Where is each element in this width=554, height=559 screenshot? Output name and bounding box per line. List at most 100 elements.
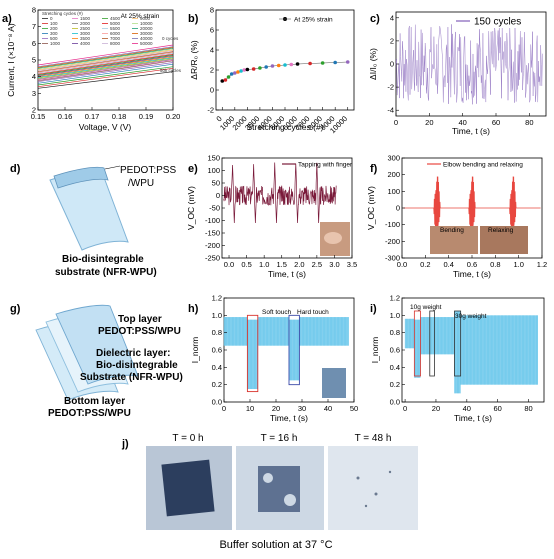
panel-a-y-tick-label: 7 <box>32 22 36 31</box>
panel-d: d) PEDOT:PSS /WPU Bio-disintegrable subs… <box>10 163 176 278</box>
panel-a-y-tick-label: 5 <box>32 56 36 65</box>
panel-e-x-tick-label: 2.5 <box>312 260 322 269</box>
panel-e-ylabel: V_OC (mV) <box>186 186 196 230</box>
panel-a-legend-item: 5500 <box>110 26 121 31</box>
finger-photo <box>324 232 342 244</box>
panel-e-series-line <box>223 162 337 224</box>
panel-c-y-tick-label: 0 <box>390 60 394 69</box>
panel-a-legend-item: 5000 <box>110 21 121 26</box>
photo-t48 <box>328 446 418 530</box>
panel-a-legend-item: 6000 <box>110 31 121 36</box>
panel-h-label: h) <box>188 303 199 315</box>
top-layer <box>55 304 139 385</box>
layer3-b: PEDOT:PSS/WPU <box>48 408 131 419</box>
panel-f-inset-bending <box>430 226 478 254</box>
panel-a-series-line <box>37 67 174 88</box>
panel-a-legend-item: 200 <box>50 26 58 31</box>
panel-a-series-line <box>37 66 174 86</box>
panel-h-y-tick-label: 0.2 <box>212 380 222 389</box>
panel-a-series-line <box>37 51 174 73</box>
panel-b-point <box>345 60 350 64</box>
panel-c-x-tick-label: 20 <box>425 118 433 127</box>
signal-band <box>460 315 538 385</box>
panel-c-xlabel: Time, t (s) <box>452 126 490 136</box>
panel-f-yticks: -300 -200 -100 0 100 200 300 <box>385 154 405 263</box>
panel-f-x-tick-label: 0.0 <box>397 260 407 269</box>
panel-b: b) At 25% strain 01000200030004000500060… <box>188 6 355 135</box>
panel-f-label: f) <box>370 163 378 175</box>
panel-h-y-tick-label: 0.6 <box>212 346 222 355</box>
panel-j-label: j) <box>121 438 129 450</box>
residue-4 <box>364 504 368 508</box>
panel-b-point <box>276 63 281 68</box>
layer2-b: Bio-disintegrable <box>96 360 178 371</box>
panel-e-label: e) <box>188 163 198 175</box>
panel-b-y-tick-label: 6 <box>210 26 214 35</box>
panel-a-x-tick-label: 0.15 <box>31 112 46 121</box>
film-t0 <box>161 459 215 517</box>
electrode-film <box>53 166 109 189</box>
panel-e-y-tick-label: -50 <box>209 204 220 213</box>
panel-a-legend-item: 100 <box>50 21 58 26</box>
panel-f-series-line <box>403 176 541 240</box>
panel-e-y-tick-label: 100 <box>207 166 220 175</box>
panel-j-t16: T = 16 h <box>261 433 298 444</box>
panel-a-legend-title: Stretching cycles (#) <box>42 11 83 16</box>
panel-a-series-line <box>37 46 174 68</box>
panel-a-series-line <box>37 59 174 81</box>
panel-f-legend: Elbow bending and relaxing <box>443 162 523 169</box>
panel-a-series-line <box>37 53 174 75</box>
panel-h-x-tick-label: 40 <box>324 404 332 413</box>
panel-a-series-line <box>37 60 174 82</box>
panel-a-series-line <box>37 56 174 78</box>
panel-h-x-tick-label: 10 <box>246 404 254 413</box>
panel-d-label: d) <box>10 163 21 175</box>
panel-f-y-tick-label: 100 <box>387 187 400 196</box>
panel-e-y-tick-label: -250 <box>205 254 220 263</box>
panel-a-legend-item: 8000 <box>110 41 121 46</box>
signal-band <box>414 319 421 378</box>
panel-h-yticks: 0.0 0.2 0.4 0.6 0.8 1.0 1.2 <box>212 294 227 407</box>
panel-i-y-tick-label: 0.8 <box>390 328 400 337</box>
panel-c-legend-bg <box>452 14 522 28</box>
panel-b-point <box>233 71 237 75</box>
panel-e-x-tick-label: 0.5 <box>241 260 251 269</box>
panel-h-ylabel: I_norm <box>190 337 200 363</box>
panel-b-point <box>270 64 275 68</box>
panel-b-y-tick-label: 2 <box>210 66 214 75</box>
panel-d-bottom-label-2: substrate (NFR-WPU) <box>55 267 157 278</box>
panel-f-x-tick-label: 1.0 <box>513 260 523 269</box>
panel-e-yticks: -250 -200 -150 -100 -50 0 50 100 150 <box>205 154 225 263</box>
panel-a-legend-item: 30000 <box>140 31 153 36</box>
panel-b-y-tick-label: -2 <box>207 106 214 115</box>
panel-e: e) Tapping with finger 0.0 0.5 1.0 1.5 2.0 2.… <box>186 154 357 280</box>
panel-a-legend-item: 4500 <box>110 16 121 21</box>
panel-b-point <box>308 61 312 66</box>
panel-b-x-tick-label: 0 <box>214 114 223 123</box>
panel-g-label: g) <box>10 303 21 315</box>
panel-c-x-tick-label: 80 <box>525 118 533 127</box>
panel-a-label: a) <box>2 13 12 25</box>
panel-a-series-line <box>37 58 174 80</box>
panel-b-point <box>258 66 262 70</box>
panel-c-legend: 150 cycles <box>474 17 521 28</box>
panel-a-series-line <box>37 49 174 71</box>
panel-f-x-tick-label: 0.8 <box>490 260 500 269</box>
panel-a-legend-item: 20000 <box>140 26 153 31</box>
panel-a-legend-item: 2500 <box>80 26 91 31</box>
residue-3 <box>388 470 392 474</box>
panel-a-legend-item: 300 <box>50 31 58 36</box>
residue-2 <box>374 492 378 496</box>
panel-b-point <box>264 65 268 69</box>
panel-i-y-tick-label: 0.6 <box>390 346 400 355</box>
signal-band <box>224 317 248 346</box>
panel-i-x-tick-label: 20 <box>432 404 440 413</box>
panel-h-y-tick-label: 0.0 <box>212 398 222 407</box>
panel-a-legend-item: 2000 <box>80 21 91 26</box>
weight-box <box>429 310 435 377</box>
panel-b-points <box>220 60 350 83</box>
panel-c-x-tick-label: 60 <box>492 118 500 127</box>
panel-b-point <box>239 69 243 73</box>
panel-f-x-tick-label: 1.2 <box>537 260 547 269</box>
